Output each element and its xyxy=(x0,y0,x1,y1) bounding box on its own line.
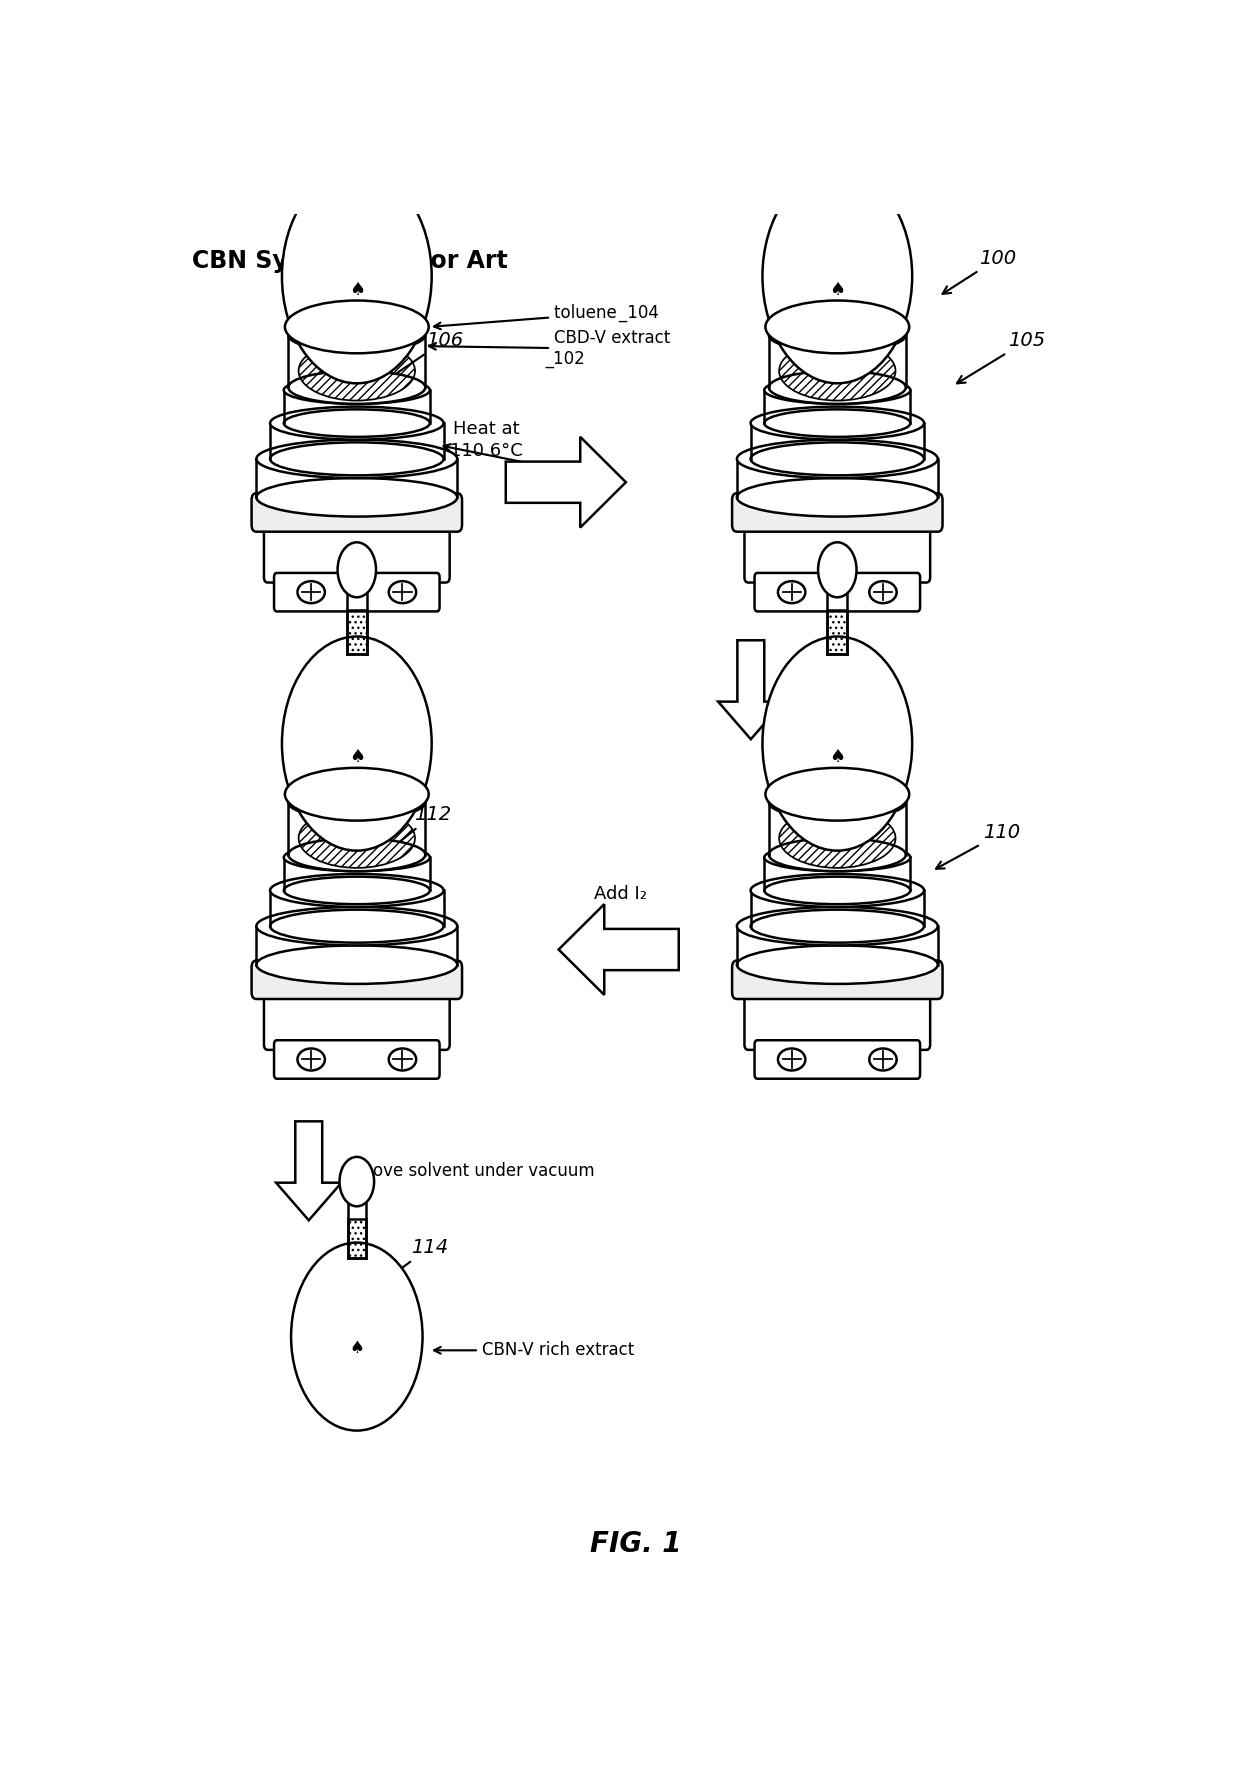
Ellipse shape xyxy=(737,946,937,984)
Ellipse shape xyxy=(765,300,909,353)
Text: CBN Synthesis Prior Art: CBN Synthesis Prior Art xyxy=(191,248,507,273)
Ellipse shape xyxy=(750,875,924,907)
Ellipse shape xyxy=(764,409,910,437)
Ellipse shape xyxy=(777,582,805,603)
Ellipse shape xyxy=(764,876,910,905)
Ellipse shape xyxy=(869,582,897,603)
Text: FIG. 1: FIG. 1 xyxy=(590,1530,681,1558)
FancyBboxPatch shape xyxy=(274,1041,439,1078)
Ellipse shape xyxy=(285,300,429,353)
Ellipse shape xyxy=(737,439,937,478)
Text: 100: 100 xyxy=(942,248,1017,295)
Ellipse shape xyxy=(289,839,425,871)
Text: remove solvent under vacuum: remove solvent under vacuum xyxy=(340,1162,594,1180)
Text: 110.6°C: 110.6°C xyxy=(450,443,523,461)
Text: Heat at: Heat at xyxy=(454,419,520,439)
Ellipse shape xyxy=(270,407,444,439)
Circle shape xyxy=(763,637,913,851)
Ellipse shape xyxy=(289,371,425,403)
FancyBboxPatch shape xyxy=(732,960,942,1000)
Ellipse shape xyxy=(769,371,905,403)
FancyBboxPatch shape xyxy=(264,987,450,1050)
Text: ♠: ♠ xyxy=(830,748,846,766)
Text: CBN-V rich extract: CBN-V rich extract xyxy=(434,1341,634,1360)
Ellipse shape xyxy=(289,785,425,819)
Ellipse shape xyxy=(290,307,424,353)
Text: oil bath: oil bath xyxy=(444,444,606,482)
Circle shape xyxy=(281,170,432,384)
Ellipse shape xyxy=(284,377,430,403)
Text: Add I₂: Add I₂ xyxy=(781,680,835,698)
Polygon shape xyxy=(506,437,626,528)
Ellipse shape xyxy=(764,844,910,871)
Ellipse shape xyxy=(750,407,924,439)
FancyBboxPatch shape xyxy=(744,519,930,582)
Ellipse shape xyxy=(257,907,458,946)
Text: 110: 110 xyxy=(936,823,1021,869)
FancyBboxPatch shape xyxy=(755,573,920,612)
Ellipse shape xyxy=(765,768,909,821)
Ellipse shape xyxy=(777,1048,805,1071)
FancyBboxPatch shape xyxy=(274,573,439,612)
Circle shape xyxy=(337,543,376,598)
Ellipse shape xyxy=(750,910,924,942)
Ellipse shape xyxy=(389,1048,417,1071)
Ellipse shape xyxy=(737,478,937,516)
Text: Add I₂: Add I₂ xyxy=(594,885,646,903)
FancyBboxPatch shape xyxy=(252,960,463,1000)
Ellipse shape xyxy=(284,844,430,871)
Ellipse shape xyxy=(284,876,430,905)
Text: 106: 106 xyxy=(382,332,463,384)
Text: CBD-V extract
̲102: CBD-V extract ̲102 xyxy=(429,330,670,368)
Ellipse shape xyxy=(769,785,905,819)
Text: toluene  ̲104: toluene ̲104 xyxy=(434,303,658,328)
Polygon shape xyxy=(559,905,678,994)
Circle shape xyxy=(340,1157,374,1207)
Ellipse shape xyxy=(764,377,910,403)
Ellipse shape xyxy=(769,839,905,871)
FancyBboxPatch shape xyxy=(252,493,463,532)
Ellipse shape xyxy=(284,409,430,437)
Polygon shape xyxy=(277,1121,341,1221)
Text: ♠: ♠ xyxy=(830,280,846,300)
Ellipse shape xyxy=(270,875,444,907)
FancyBboxPatch shape xyxy=(744,987,930,1050)
Text: ♠: ♠ xyxy=(348,280,365,300)
Ellipse shape xyxy=(290,775,424,819)
FancyBboxPatch shape xyxy=(755,1041,920,1078)
Ellipse shape xyxy=(769,320,905,352)
Ellipse shape xyxy=(257,946,458,984)
Ellipse shape xyxy=(257,478,458,516)
Circle shape xyxy=(763,170,913,384)
Text: 105: 105 xyxy=(957,332,1045,384)
Circle shape xyxy=(818,543,857,598)
Ellipse shape xyxy=(389,582,417,603)
Circle shape xyxy=(818,75,857,130)
Ellipse shape xyxy=(770,307,904,353)
Ellipse shape xyxy=(298,582,325,603)
Ellipse shape xyxy=(750,443,924,475)
Ellipse shape xyxy=(285,768,429,821)
Circle shape xyxy=(281,637,432,851)
Circle shape xyxy=(291,1242,423,1430)
Ellipse shape xyxy=(770,775,904,819)
Ellipse shape xyxy=(257,439,458,478)
Polygon shape xyxy=(718,641,784,739)
Ellipse shape xyxy=(869,1048,897,1071)
Ellipse shape xyxy=(289,320,425,352)
Circle shape xyxy=(337,75,376,130)
Text: ♠: ♠ xyxy=(350,1339,365,1357)
Ellipse shape xyxy=(270,443,444,475)
FancyBboxPatch shape xyxy=(732,493,942,532)
Ellipse shape xyxy=(737,907,937,946)
FancyBboxPatch shape xyxy=(264,519,450,582)
Text: ♠: ♠ xyxy=(348,748,365,766)
Text: 112: 112 xyxy=(388,805,451,851)
Text: 114: 114 xyxy=(384,1239,448,1280)
Ellipse shape xyxy=(270,910,444,942)
Ellipse shape xyxy=(298,1048,325,1071)
